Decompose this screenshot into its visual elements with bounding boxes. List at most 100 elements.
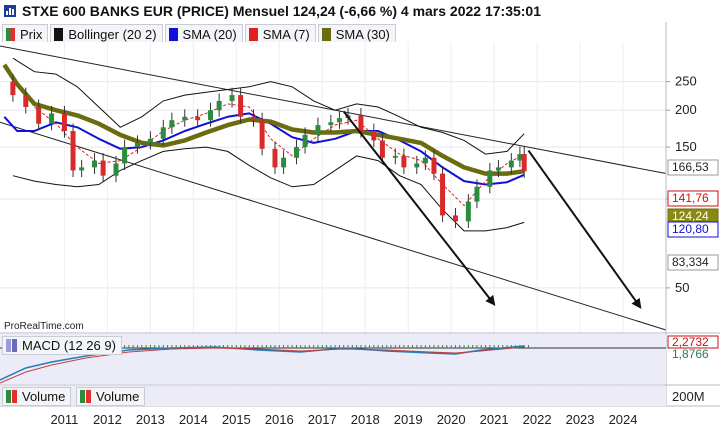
sma20-swatch-icon bbox=[168, 27, 178, 41]
x-tick-label: 2018 bbox=[351, 412, 380, 427]
price-swatch-icon bbox=[6, 27, 15, 41]
price-candle bbox=[23, 95, 29, 108]
trend-arrow bbox=[527, 149, 642, 309]
price-candle bbox=[495, 167, 501, 171]
price-candle bbox=[452, 215, 458, 222]
price-candle bbox=[100, 160, 106, 176]
bollinger-swatch-icon bbox=[54, 27, 64, 41]
volume-panel-bg bbox=[0, 386, 666, 406]
sma-7-line bbox=[34, 103, 525, 207]
price-candle bbox=[379, 140, 385, 158]
x-tick-label: 2023 bbox=[566, 412, 595, 427]
volume-legend-1[interactable]: Volume bbox=[2, 387, 72, 406]
price-tag-label: 141,76 bbox=[672, 191, 709, 205]
price-candle bbox=[392, 155, 398, 158]
volume-down-swatch-icon bbox=[12, 390, 17, 403]
x-tick-label: 2011 bbox=[50, 412, 78, 427]
price-candle bbox=[414, 163, 420, 168]
price-candle bbox=[208, 110, 214, 121]
macd-signal-line bbox=[0, 346, 525, 384]
price-candle bbox=[113, 163, 119, 176]
price-candle bbox=[431, 157, 437, 174]
price-candle bbox=[371, 131, 377, 141]
price-candle bbox=[401, 155, 407, 168]
price-candle bbox=[10, 81, 16, 96]
sma30-swatch-icon bbox=[321, 27, 331, 41]
price-tag-box bbox=[667, 254, 719, 271]
price-candle bbox=[487, 170, 493, 187]
macd-value-1: 2,2732 bbox=[672, 335, 709, 349]
price-candle bbox=[272, 148, 278, 168]
price-candle bbox=[474, 186, 480, 202]
y-tick-label: 50 bbox=[675, 280, 689, 295]
trend-arrow bbox=[342, 110, 496, 306]
macd-legend[interactable]: MACD (12 26 9) bbox=[2, 336, 122, 355]
price-candle bbox=[229, 95, 235, 101]
volume-legend-2[interactable]: Volume bbox=[76, 387, 146, 406]
price-tag-label: 124,24 bbox=[672, 209, 709, 223]
price-candle bbox=[122, 147, 128, 164]
price-candle bbox=[134, 142, 140, 148]
price-candle bbox=[358, 115, 364, 132]
legend-item-sma30[interactable]: SMA (30) bbox=[317, 24, 396, 44]
price-candle bbox=[422, 157, 428, 164]
price-tag-box bbox=[667, 221, 719, 238]
price-candle bbox=[508, 160, 514, 168]
macd-value-box bbox=[667, 335, 719, 349]
price-candle bbox=[328, 122, 334, 126]
chart-title-bar: STXE 600 BANKS EUR (PRICE) Mensuel 124,2… bbox=[0, 0, 720, 22]
prorealtime-logo-icon bbox=[4, 5, 16, 17]
price-tag-label: 166,53 bbox=[672, 160, 709, 174]
price-candle bbox=[315, 125, 321, 135]
channel-lower-line bbox=[0, 121, 667, 331]
volume-down-swatch-icon bbox=[86, 390, 91, 403]
x-tick-label: 2016 bbox=[265, 412, 294, 427]
y-tick-label: 150 bbox=[675, 139, 697, 154]
x-tick-label: 2019 bbox=[394, 412, 423, 427]
price-candle bbox=[259, 120, 265, 149]
volume-axis-label: 200M bbox=[672, 389, 705, 404]
legend-item-sma7[interactable]: SMA (7) bbox=[244, 24, 316, 44]
price-candle bbox=[302, 134, 308, 148]
legend-item-sma20[interactable]: SMA (20) bbox=[164, 24, 243, 44]
price-candle bbox=[521, 154, 527, 172]
price-candle bbox=[336, 118, 342, 123]
price-candle bbox=[36, 107, 42, 124]
price-tag-box bbox=[667, 159, 719, 176]
price-tag-box bbox=[667, 190, 719, 207]
x-tick-label: 2015 bbox=[222, 412, 251, 427]
y-tick-label: 250 bbox=[675, 74, 697, 89]
x-tick-label: 2020 bbox=[437, 412, 466, 427]
price-candle bbox=[251, 116, 257, 121]
chart-title: STXE 600 BANKS EUR (PRICE) Mensuel 124,2… bbox=[22, 3, 542, 19]
price-candle bbox=[440, 173, 446, 216]
price-candle bbox=[92, 160, 98, 168]
sma7-swatch-icon bbox=[248, 27, 258, 41]
macd-line bbox=[0, 345, 525, 381]
x-tick-label: 2013 bbox=[136, 412, 165, 427]
price-candle bbox=[281, 157, 287, 168]
macd-swatch-icon bbox=[6, 339, 11, 352]
volume-up-swatch-icon bbox=[80, 390, 85, 403]
price-candle bbox=[160, 127, 166, 139]
x-tick-label: 2014 bbox=[179, 412, 208, 427]
macd-value-2: 1,8766 bbox=[672, 347, 709, 361]
macd-signal-swatch-icon bbox=[12, 339, 17, 352]
price-candle bbox=[169, 120, 175, 128]
price-candle bbox=[293, 147, 299, 158]
price-candle bbox=[216, 100, 222, 111]
price-tag-label: 83,334 bbox=[672, 255, 709, 269]
price-candle bbox=[195, 116, 201, 121]
volume-up-swatch-icon bbox=[6, 390, 11, 403]
price-candle bbox=[238, 95, 244, 117]
price-candle bbox=[79, 167, 85, 171]
price-candle bbox=[49, 113, 55, 124]
price-tag-label: 120,80 bbox=[672, 222, 709, 236]
x-tick-label: 2022 bbox=[523, 412, 552, 427]
price-series bbox=[10, 74, 527, 228]
price-candle bbox=[70, 131, 76, 171]
x-tick-label: 2021 bbox=[480, 412, 509, 427]
y-tick-label: 200 bbox=[675, 102, 697, 117]
